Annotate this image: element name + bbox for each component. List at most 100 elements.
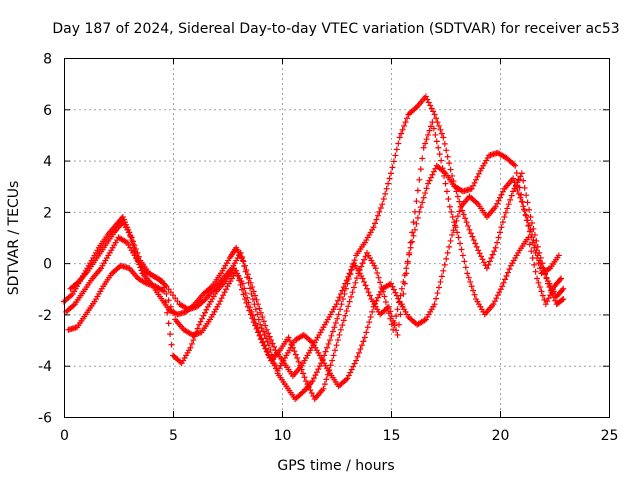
data-point — [165, 297, 172, 304]
data-point — [382, 299, 389, 306]
data-point — [465, 222, 472, 229]
data-point — [343, 277, 350, 284]
data-point — [365, 289, 372, 296]
data-point — [406, 249, 413, 256]
data-point — [289, 344, 296, 351]
data-point — [434, 119, 441, 126]
data-point — [409, 238, 416, 245]
data-point — [479, 256, 486, 263]
data-point — [130, 238, 137, 245]
data-point — [243, 299, 250, 306]
data-point — [467, 278, 474, 285]
data-point — [510, 175, 517, 182]
data-point — [446, 160, 453, 167]
data-point — [440, 267, 447, 274]
data-point — [361, 278, 368, 285]
data-point — [437, 126, 444, 133]
data-point — [400, 290, 407, 297]
data-point — [348, 293, 355, 300]
data-point — [385, 303, 392, 310]
data-point — [332, 347, 339, 354]
data-point — [471, 291, 478, 298]
data-point — [356, 349, 363, 356]
data-point — [315, 366, 322, 373]
data-point — [403, 115, 410, 122]
data-point — [217, 298, 224, 305]
data-point — [530, 225, 537, 232]
data-point — [167, 331, 174, 338]
data-point — [372, 265, 379, 272]
data-point — [459, 252, 466, 259]
data-point — [499, 283, 506, 290]
data-point — [544, 298, 551, 305]
data-point — [345, 273, 352, 280]
data-point — [467, 230, 474, 237]
data-point — [435, 144, 442, 151]
data-point — [250, 288, 257, 295]
data-point — [190, 337, 197, 344]
data-point — [135, 253, 142, 260]
data-point — [428, 105, 435, 112]
data-point — [345, 372, 352, 379]
data-point — [329, 328, 336, 335]
data-point — [347, 369, 354, 376]
data-point — [288, 341, 295, 348]
data-point — [333, 301, 340, 308]
grid — [64, 58, 609, 417]
data-point — [321, 381, 328, 388]
data-point — [442, 180, 449, 187]
data-point — [260, 318, 267, 325]
data-point — [253, 325, 260, 332]
data-point — [234, 272, 241, 279]
data-point — [362, 253, 369, 260]
data-point — [386, 175, 393, 182]
data-point — [523, 217, 530, 224]
data-point — [468, 185, 475, 192]
data-point — [187, 344, 194, 351]
data-point — [419, 155, 426, 162]
y-tick-label: 2 — [43, 205, 52, 221]
data-point — [523, 192, 530, 199]
data-point — [346, 298, 353, 305]
data-point — [516, 184, 523, 191]
data-point — [334, 297, 341, 304]
data-point — [469, 233, 476, 240]
series-track-d — [67, 119, 565, 379]
data-point — [376, 208, 383, 215]
data-point — [220, 292, 227, 299]
data-point — [430, 168, 437, 175]
data-point — [439, 165, 446, 172]
data-point — [379, 201, 386, 208]
x-tick-label: 0 — [60, 428, 69, 444]
data-point — [266, 333, 273, 340]
data-point — [478, 253, 485, 260]
data-point — [332, 319, 339, 326]
data-point — [494, 200, 501, 207]
data-point — [340, 296, 347, 303]
data-point — [392, 152, 399, 159]
data-point — [429, 171, 436, 178]
data-point — [292, 351, 299, 358]
data-point — [330, 352, 337, 359]
data-point — [338, 301, 345, 308]
data-point — [558, 275, 565, 282]
data-point — [397, 311, 404, 318]
data-point — [390, 158, 397, 165]
data-point — [383, 185, 390, 192]
data-point — [250, 319, 257, 326]
data-point — [236, 277, 243, 284]
data-point — [488, 255, 495, 262]
data-point — [163, 290, 170, 297]
data-point — [520, 177, 527, 184]
data-point — [460, 211, 467, 218]
data-point — [382, 190, 389, 197]
data-point — [258, 325, 265, 332]
data-point — [326, 366, 333, 373]
data-point — [380, 196, 387, 203]
data-point — [366, 292, 373, 299]
data-point — [407, 244, 414, 251]
data-point — [474, 173, 481, 180]
y-tick-label: -2 — [38, 308, 52, 324]
data-point — [246, 275, 253, 282]
